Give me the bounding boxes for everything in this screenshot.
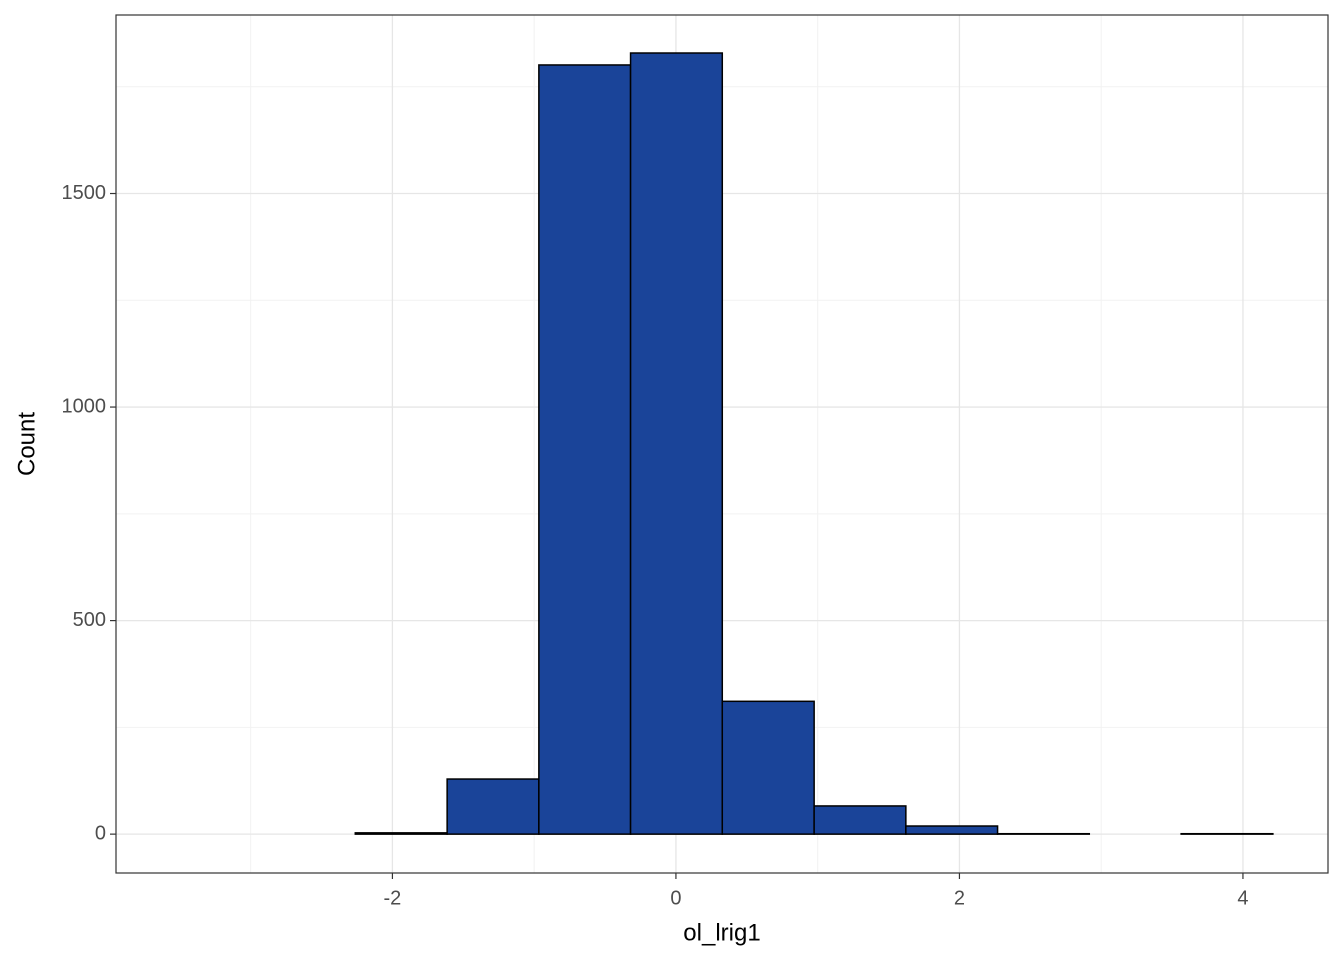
bars: [354, 52, 1274, 835]
x-tick-label: 4: [1237, 887, 1248, 909]
bar: [721, 700, 815, 835]
y-tick-label: 0: [95, 822, 106, 844]
bar: [905, 825, 999, 835]
x-tick-label: 0: [670, 887, 681, 909]
bar: [538, 64, 632, 835]
panel-border: [115, 14, 1329, 874]
bar: [354, 832, 448, 835]
x-tick-label: -2: [384, 887, 402, 909]
x-axis-title: ol_lrig1: [683, 919, 760, 946]
bar: [813, 805, 907, 835]
bar: [629, 52, 724, 835]
bar: [446, 778, 540, 835]
y-axis-title: Count: [13, 412, 40, 476]
y-tick-label: 1500: [62, 182, 107, 204]
x-tick-label: 2: [954, 887, 965, 909]
y-tick-label: 1000: [62, 395, 107, 417]
y-tick-label: 500: [73, 609, 106, 631]
